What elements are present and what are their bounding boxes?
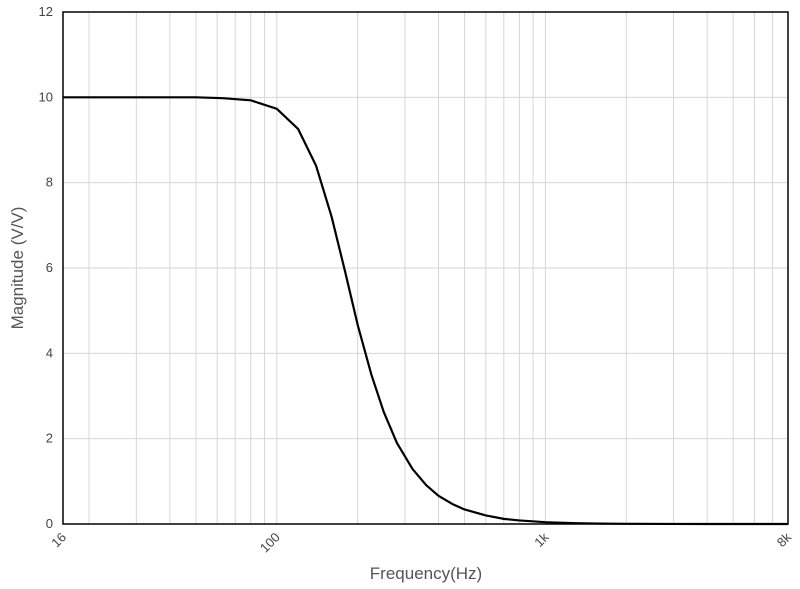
y-tick-label: 6 [46,260,53,275]
x-tick-label: 100 [257,530,283,556]
data-line [63,96,789,526]
plot-frame [62,11,789,525]
y-tick-label: 4 [46,345,53,360]
x-tick-label: 16 [48,530,69,551]
y-tick-label: 2 [46,431,53,446]
y-axis-title: Magnitude (V/V) [8,207,27,330]
y-tick-label: 10 [39,89,53,104]
y-tick-label: 8 [46,175,53,190]
x-tick-label: 1k [531,529,552,550]
x-tick-label: 8k [774,529,795,550]
y-tick-label: 0 [46,516,53,531]
x-axis-title: Frequency(Hz) [370,564,482,583]
y-tick-label: 12 [39,4,53,19]
